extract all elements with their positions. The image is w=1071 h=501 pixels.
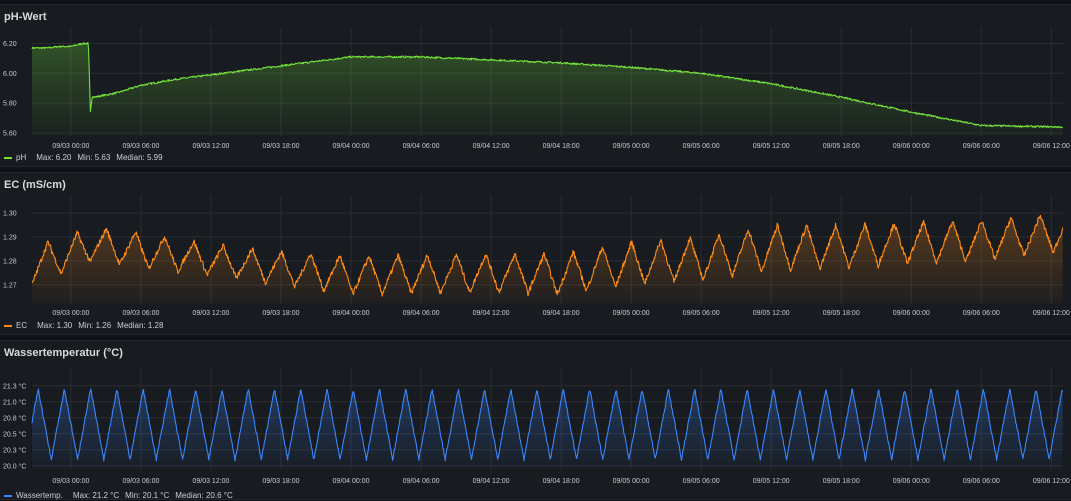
series-area xyxy=(32,389,1063,469)
legend-stat-min: Min: 1.26 xyxy=(78,321,112,330)
y-tick-label: 6.00 xyxy=(3,71,17,78)
ec-panel: EC (mS/cm) 1.27 1.28 1.29 1.30 09/03 00:00 09… xyxy=(0,172,1071,335)
panel-title: pH-Wert xyxy=(4,11,47,23)
legend-stat-min: Min: 5.63 xyxy=(77,153,111,162)
x-tick-label: 09/04 12:00 xyxy=(473,478,510,485)
x-tick-label: 09/05 06:00 xyxy=(683,478,720,485)
x-tick-label: 09/04 06:00 xyxy=(403,310,440,317)
legend: EC Max: 1.30 Min: 1.26 Median: 1.28 xyxy=(4,321,163,330)
x-tick-label: 09/03 00:00 xyxy=(52,143,89,150)
x-tick-label: 09/05 12:00 xyxy=(753,310,790,317)
x-tick-label: 09/03 00:00 xyxy=(52,478,89,485)
x-tick-label: 09/06 06:00 xyxy=(963,143,1000,150)
legend-series-label[interactable]: pH xyxy=(16,153,27,162)
x-tick-label: 09/03 06:00 xyxy=(122,143,159,150)
y-tick-label: 20.3 °C xyxy=(3,446,26,454)
legend-series-label[interactable]: EC xyxy=(16,321,28,330)
x-tick-label: 09/04 12:00 xyxy=(473,143,510,150)
legend-swatch-icon xyxy=(4,324,12,327)
y-tick-label: 1.30 xyxy=(3,210,17,217)
x-tick-label: 09/06 12:00 xyxy=(1033,310,1070,317)
x-tick-label: 09/03 18:00 xyxy=(263,143,300,150)
x-tick-label: 09/04 00:00 xyxy=(333,143,370,150)
panel-title: Wassertemperatur (°C) xyxy=(4,347,123,359)
x-tick-label: 09/06 12:00 xyxy=(1033,478,1070,485)
x-tick-label: 09/04 06:00 xyxy=(403,478,440,485)
legend-stat-max: Max: 6.20 xyxy=(36,153,72,162)
x-tick-label: 09/03 00:00 xyxy=(52,310,89,317)
y-tick-label: 6.20 xyxy=(3,41,17,48)
y-tick-label: 5.80 xyxy=(3,101,17,108)
x-tick-label: 09/03 18:00 xyxy=(263,310,300,317)
x-tick-label: 09/06 06:00 xyxy=(963,310,1000,317)
x-tick-label: 09/05 00:00 xyxy=(613,143,650,150)
x-tick-label: 09/04 12:00 xyxy=(473,310,510,317)
series-line xyxy=(31,214,1064,297)
x-tick-label: 09/04 00:00 xyxy=(333,478,370,485)
x-tick-label: 09/05 00:00 xyxy=(613,478,650,485)
x-tick-label: 09/03 12:00 xyxy=(192,310,229,317)
water-temp-chart[interactable]: 20.0 °C 20.3 °C 20.5 °C 20.8 °C 21.0 °C 21.3 … xyxy=(0,341,1071,501)
ph-chart[interactable]: 5.60 5.80 6.00 6.20 09/03 00:00 09/03 06:00 09… xyxy=(0,5,1071,168)
legend-stat-max: Max: 21.2 °C xyxy=(72,491,120,500)
x-tick-label: 09/05 12:00 xyxy=(753,143,790,150)
legend-swatch-icon xyxy=(4,156,12,159)
x-tick-label: 09/05 06:00 xyxy=(683,310,720,317)
x-tick-label: 09/06 06:00 xyxy=(963,478,1000,485)
x-tick-label: 09/05 00:00 xyxy=(613,310,650,317)
y-tick-label: 20.0 °C xyxy=(3,462,26,470)
panel-title: EC (mS/cm) xyxy=(4,179,66,191)
x-tick-label: 09/05 18:00 xyxy=(823,478,860,485)
x-tick-label: 09/03 12:00 xyxy=(192,478,229,485)
y-tick-label: 21.3 °C xyxy=(3,382,26,390)
water-temp-panel: Wassertemperatur (°C) 20.0 °C 20.3 °C 20.5… xyxy=(0,340,1071,500)
y-tick-label: 1.28 xyxy=(3,258,17,265)
x-tick-label: 09/05 06:00 xyxy=(683,143,720,150)
x-tick-label: 09/04 06:00 xyxy=(403,143,440,150)
legend: Wassertemp. Max: 21.2 °C Min: 20.1 °C Me… xyxy=(4,491,233,500)
x-tick-label: 09/06 00:00 xyxy=(893,310,930,317)
y-tick-label: 21.0 °C xyxy=(3,398,26,406)
x-tick-label: 09/03 06:00 xyxy=(122,310,159,317)
y-tick-label: 5.60 xyxy=(3,131,17,138)
legend-stat-median: Median: 5.99 xyxy=(116,153,163,162)
x-tick-label: 09/03 18:00 xyxy=(263,478,300,485)
legend-stat-max: Max: 1.30 xyxy=(37,321,73,330)
series-area xyxy=(32,42,1063,136)
x-tick-label: 09/03 12:00 xyxy=(192,143,229,150)
legend-series-label[interactable]: Wassertemp. xyxy=(16,491,63,500)
y-tick-label: 20.5 °C xyxy=(3,430,26,438)
series-line xyxy=(31,388,1064,462)
x-tick-label: 09/03 06:00 xyxy=(122,478,159,485)
x-tick-label: 09/06 00:00 xyxy=(893,143,930,150)
x-tick-label: 09/06 00:00 xyxy=(893,478,930,485)
legend-stat-median: Median: 20.6 °C xyxy=(175,491,233,500)
legend-swatch-icon xyxy=(4,494,12,497)
x-tick-label: 09/04 00:00 xyxy=(333,310,370,317)
x-tick-label: 09/06 12:00 xyxy=(1033,143,1070,150)
y-tick-label: 20.8 °C xyxy=(3,414,26,422)
y-tick-label: 1.27 xyxy=(3,282,17,289)
series-line xyxy=(31,42,1063,129)
ec-chart[interactable]: 1.27 1.28 1.29 1.30 09/03 00:00 09/03 06:00 09… xyxy=(0,173,1071,336)
x-tick-label: 09/05 18:00 xyxy=(823,310,860,317)
x-tick-label: 09/05 18:00 xyxy=(823,143,860,150)
x-tick-label: 09/04 18:00 xyxy=(543,478,580,485)
x-tick-label: 09/05 12:00 xyxy=(753,478,790,485)
legend-stat-min: Min: 20.1 °C xyxy=(125,491,170,500)
legend-stat-median: Median: 1.28 xyxy=(117,321,164,330)
legend: pH Max: 6.20 Min: 5.63 Median: 5.99 xyxy=(4,153,163,162)
series-area xyxy=(32,215,1063,304)
y-tick-label: 1.29 xyxy=(3,234,17,241)
x-tick-label: 09/04 18:00 xyxy=(543,143,580,150)
ph-panel: pH-Wert 5.60 5.80 6.00 6.20 09/03 00:00 09/03… xyxy=(0,4,1071,167)
x-tick-label: 09/04 18:00 xyxy=(543,310,580,317)
